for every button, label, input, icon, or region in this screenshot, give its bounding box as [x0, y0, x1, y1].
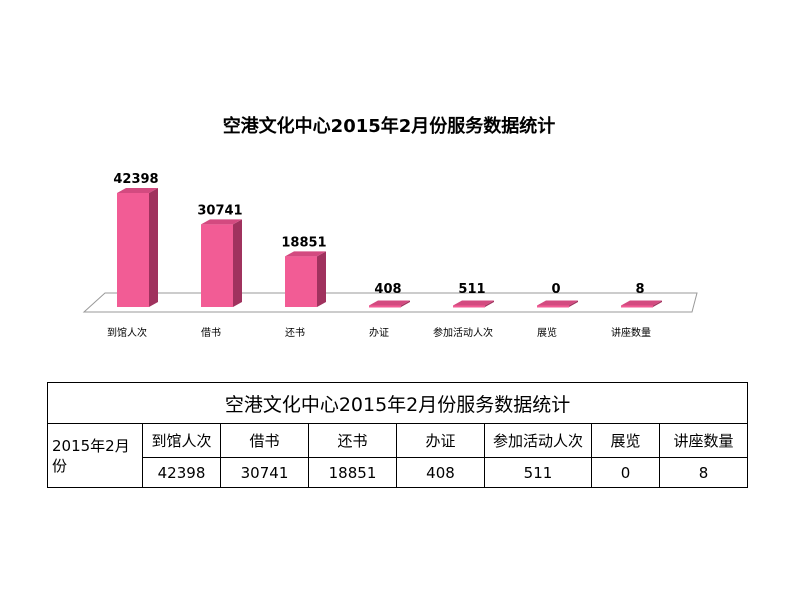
table-value: 511: [484, 457, 592, 488]
bar-front: [285, 256, 317, 307]
chart-title: 空港文化中心2015年2月份服务数据统计: [223, 115, 556, 137]
table-value: 0: [591, 457, 660, 488]
table-period: 2015年2月份: [47, 423, 143, 488]
bar-top: [537, 300, 578, 306]
data-label: 408: [374, 282, 401, 297]
category-label: 讲座数量: [611, 326, 651, 339]
table-value: 408: [396, 457, 485, 488]
bar-5: [537, 300, 578, 308]
bar-front: [621, 305, 653, 308]
bar-side: [233, 219, 242, 307]
data-table: 空港文化中心2015年2月份服务数据统计 2015年2月份 到馆人次 借书 还书…: [46, 382, 749, 488]
bar-front: [453, 305, 485, 308]
data-label: 18851: [281, 235, 326, 250]
table-value: 42398: [142, 457, 221, 488]
bar-3: [369, 300, 410, 308]
data-label: 0: [551, 282, 560, 297]
table-header: 讲座数量: [658, 422, 749, 459]
bar-side: [149, 188, 158, 307]
bar-chart: 空港文化中心2015年2月份服务数据统计 42398 30741 18851 408 5…: [82, 115, 698, 339]
bar-side: [317, 251, 326, 307]
category-labels-group: 到馆人次 借书 还书 办证 参加活动人次 展览 讲座数量: [107, 326, 651, 339]
bar-front: [369, 305, 401, 308]
table-header: 还书: [308, 422, 397, 459]
bar-front: [537, 305, 569, 308]
bar-side: [401, 300, 410, 307]
table-value: 30741: [220, 457, 309, 488]
bars-group: [117, 188, 662, 308]
bar-top: [285, 251, 326, 257]
bar-front: [201, 224, 233, 307]
data-label: 511: [458, 282, 485, 297]
table-header: 到馆人次: [142, 422, 221, 459]
bar-side: [653, 300, 662, 307]
data-label: 42398: [113, 172, 158, 187]
table-value: 8: [658, 457, 749, 488]
bar-top: [369, 300, 410, 306]
table-header: 展览: [591, 422, 660, 459]
bar-2: [285, 251, 326, 307]
bar-top: [453, 300, 494, 306]
bar-4: [453, 300, 494, 308]
table-header: 参加活动人次: [484, 422, 592, 459]
bar-6: [621, 300, 662, 308]
bar-top: [201, 219, 242, 225]
bar-front: [117, 193, 149, 307]
bar-side: [569, 300, 578, 307]
data-label: 30741: [197, 203, 242, 218]
data-label: 8: [635, 282, 644, 297]
data-labels-group: 42398 30741 18851 408 511 0 8: [113, 172, 644, 297]
table-value: 18851: [308, 457, 397, 488]
table-header: 借书: [220, 422, 309, 459]
table-title: 空港文化中心2015年2月份服务数据统计: [46, 382, 749, 424]
category-label: 展览: [537, 326, 557, 339]
category-label: 参加活动人次: [433, 326, 493, 339]
category-label: 办证: [369, 326, 389, 339]
bar-top: [117, 188, 158, 193]
category-label: 借书: [201, 327, 221, 339]
bar-0: [117, 188, 158, 307]
bar-top: [621, 300, 662, 306]
bar-1: [201, 219, 242, 307]
category-label: 还书: [285, 327, 305, 339]
category-label: 到馆人次: [107, 326, 147, 339]
bar-side: [485, 300, 494, 307]
table-header: 办证: [396, 422, 485, 459]
